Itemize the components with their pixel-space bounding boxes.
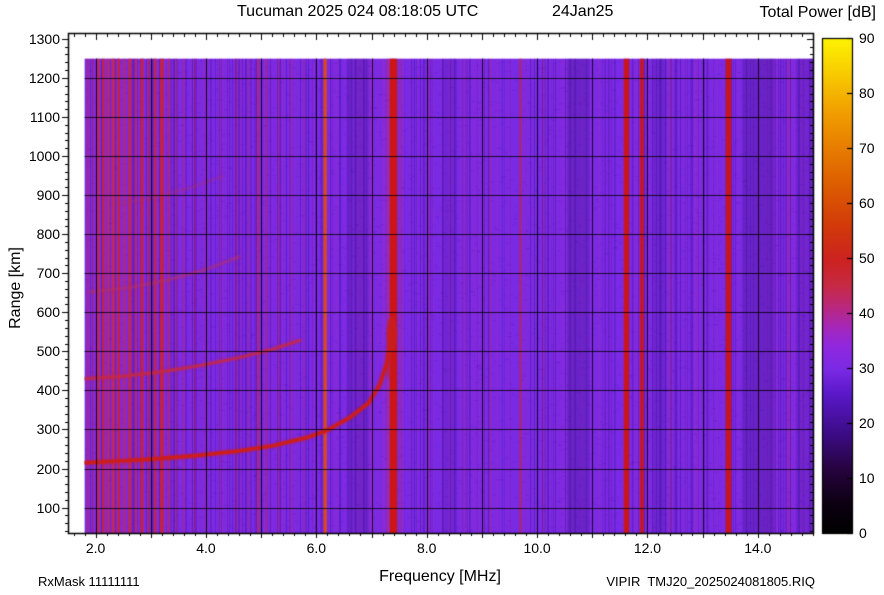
rxmask-text: RxMask 11111111: [38, 574, 140, 589]
y-tick-label: 900: [36, 187, 60, 204]
x-tick-label: 8.0: [416, 540, 437, 556]
y-tick-label: 1200: [28, 69, 60, 86]
filename-text: VIPIR TMJ20_2025024081805.RIQ: [606, 574, 815, 589]
colorbar-tick-label: 80: [859, 85, 875, 101]
colorbar-tick-label: 10: [859, 470, 875, 486]
colorbar-tick-label: 70: [859, 140, 875, 156]
x-tick-label: 2.0: [85, 540, 106, 556]
colorbar-tick-label: 30: [859, 360, 875, 376]
y-tick-label: 200: [36, 460, 60, 477]
colorbar-tick-label: 60: [859, 195, 875, 211]
x-tick-label: 14.0: [744, 540, 772, 556]
plot-title: Tucuman 2025 024 08:18:05 UTC: [237, 3, 479, 20]
colorbar-tick-label: 0: [859, 525, 867, 541]
colorbar-tick-label: 20: [859, 415, 875, 431]
x-tick-label: 10.0: [523, 540, 551, 556]
colorbar-tick-label: 90: [859, 30, 875, 46]
colorbar-title: Total Power [dB]: [759, 4, 877, 21]
colorbar-tick-label: 50: [859, 250, 875, 266]
y-tick-label: 500: [36, 343, 60, 360]
plot-date: 24Jan25: [552, 3, 614, 20]
y-tick-label: 300: [36, 421, 60, 438]
y-tick-label: 600: [36, 304, 60, 321]
y-tick-label: 1000: [28, 148, 60, 165]
y-tick-label: 1100: [29, 108, 60, 125]
y-tick-label: 700: [36, 265, 60, 282]
y-tick-label: 800: [36, 226, 60, 243]
y-tick-label: 400: [36, 382, 60, 399]
y-tick-label: 1300: [28, 30, 60, 47]
x-tick-label: 6.0: [306, 540, 327, 556]
x-axis-label: Frequency [MHz]: [379, 568, 501, 585]
y-axis-label: Range [km]: [7, 247, 24, 329]
colorbar-tick-label: 40: [859, 305, 875, 321]
x-tick-label: 4.0: [196, 540, 216, 556]
y-tick-label: 100: [36, 499, 60, 516]
x-tick-label: 12.0: [633, 540, 662, 556]
